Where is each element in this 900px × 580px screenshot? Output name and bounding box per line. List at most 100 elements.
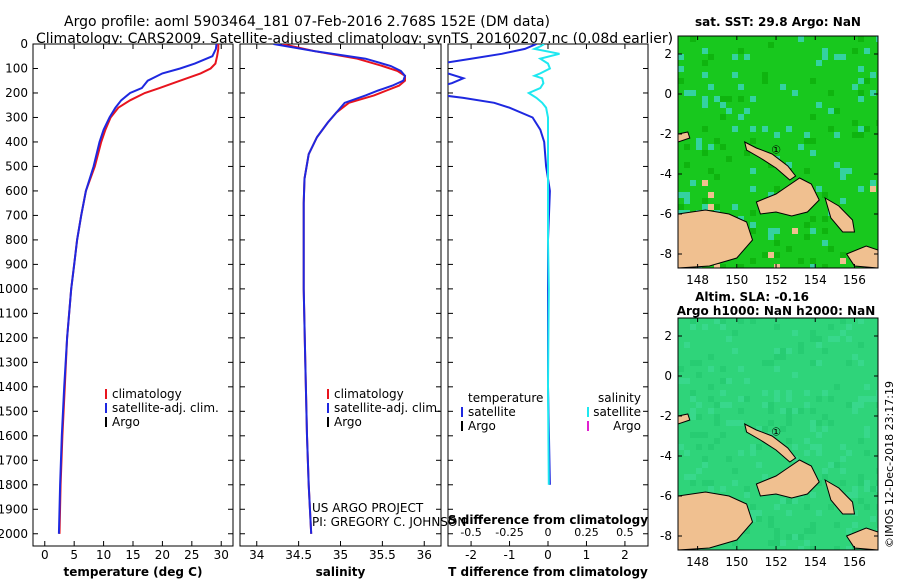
sst-pixel	[744, 150, 750, 156]
series-line-t-satellite	[448, 44, 551, 485]
sst-pixel	[816, 186, 822, 192]
sst-pixel	[786, 246, 792, 252]
sst-pixel	[810, 78, 816, 84]
legend-label: satellite	[593, 405, 641, 419]
sla-pixel	[858, 342, 864, 348]
land-mass	[845, 245, 878, 268]
sla-pixel	[858, 402, 864, 408]
sst-pixel	[708, 144, 714, 150]
sla-pixel	[708, 384, 714, 390]
sla-pixel	[708, 486, 714, 492]
sla-pixel	[774, 348, 780, 354]
map-xtick-label: 152	[765, 273, 788, 287]
sst-pixel	[792, 90, 798, 96]
sst-pixel	[768, 42, 774, 48]
sst-pixel	[798, 36, 804, 42]
sla-pixel	[876, 396, 878, 402]
sst-pixel	[852, 48, 858, 54]
sla-pixel	[846, 360, 852, 366]
sla-pixel	[732, 420, 738, 426]
sst-pixel	[864, 48, 870, 54]
sla-pixel	[714, 420, 720, 426]
sla-map-frame	[677, 317, 879, 551]
figure-title-line2: Climatology: CARS2009. Satellite-adjuste…	[36, 31, 673, 47]
sla-pixel	[690, 318, 696, 324]
sla-pixel	[870, 396, 876, 402]
sla-pixel	[726, 402, 732, 408]
sla-pixel	[816, 420, 822, 426]
map-xtick-label: 150	[725, 555, 748, 569]
sla-pixel	[822, 468, 828, 474]
sla-pixel	[702, 462, 708, 468]
sst-map-content: ①	[678, 36, 878, 268]
sst-pixel	[822, 240, 828, 246]
sla-pixel	[858, 480, 864, 486]
sla-pixel	[714, 402, 720, 408]
sla-pixel	[762, 360, 768, 366]
sst-pixel	[708, 204, 714, 210]
sla-pixel	[840, 444, 846, 450]
sla-pixel	[864, 432, 870, 438]
sst-map-panel: sat. SST: 29.8 Argo: NaN ① 148 150 152 154 156…	[660, 15, 879, 287]
sla-pixel	[678, 378, 684, 384]
sla-pixel	[690, 360, 696, 366]
map-xtick-label: 148	[686, 273, 709, 287]
sst-pixel	[678, 54, 684, 60]
sla-pixel	[810, 426, 816, 432]
sla-pixel	[804, 402, 810, 408]
map-ytick-label: -8	[660, 247, 672, 261]
sst-pixel	[702, 198, 708, 204]
sla-pixel	[786, 390, 792, 396]
sst-pixel	[738, 84, 744, 90]
difference-profile-xtick-label: 0	[544, 548, 552, 562]
sla-pixel	[774, 354, 780, 360]
series-line-s-satellite	[526, 44, 560, 485]
temperature-profile-xtick-label: 30	[214, 548, 229, 562]
sst-pixel	[702, 204, 708, 210]
depth-tick-label: 1100	[0, 306, 28, 320]
legend-label: Argo	[112, 415, 140, 429]
sst-pixel	[822, 54, 828, 60]
sla-pixel	[834, 546, 840, 550]
sla-pixel	[780, 426, 786, 432]
legend-label: satellite-adj. clim.	[334, 401, 441, 415]
sla-pixel	[750, 516, 756, 522]
map-xtick-label: 156	[843, 273, 866, 287]
depth-tick-label: 1800	[0, 478, 28, 492]
sla-pixel	[816, 480, 822, 486]
sst-pixel	[876, 36, 878, 42]
sla-pixel	[876, 486, 878, 492]
sla-pixel	[786, 510, 792, 516]
sla-pixel	[870, 486, 876, 492]
map-xtick-label: 148	[686, 555, 709, 569]
sla-pixel	[816, 360, 822, 366]
sla-pixel	[762, 426, 768, 432]
sst-pixel	[738, 96, 744, 102]
sla-pixel	[762, 474, 768, 480]
sst-pixel	[720, 114, 726, 120]
sla-pixel	[810, 360, 816, 366]
depth-tick-label: 800	[5, 233, 28, 247]
map-ytick-label: -8	[660, 529, 672, 543]
depth-tick-label: 1500	[0, 404, 28, 418]
sst-pixel	[774, 252, 780, 258]
salinity-diff-axis-title: S difference from climatology	[448, 513, 648, 527]
sla-pixel	[822, 426, 828, 432]
sla-map-subtitle: Argo h1000: NaN h2000: NaN	[677, 304, 876, 318]
sla-pixel	[774, 534, 780, 540]
sla-pixel	[684, 474, 690, 480]
sla-pixel	[744, 396, 750, 402]
sla-pixel	[690, 390, 696, 396]
sla-pixel	[846, 528, 852, 534]
map-ytick-label: 2	[664, 47, 672, 61]
sla-pixel	[810, 336, 816, 342]
depth-tick-label: 0	[20, 37, 28, 51]
sst-pixel	[822, 228, 828, 234]
sst-pixel	[858, 90, 864, 96]
depth-tick-label: 1200	[0, 331, 28, 345]
sla-pixel	[738, 318, 744, 324]
sst-pixel	[864, 126, 870, 132]
sla-pixel	[756, 510, 762, 516]
sla-pixel	[714, 414, 720, 420]
sla-map-title: Altim. SLA: -0.16	[695, 290, 809, 304]
